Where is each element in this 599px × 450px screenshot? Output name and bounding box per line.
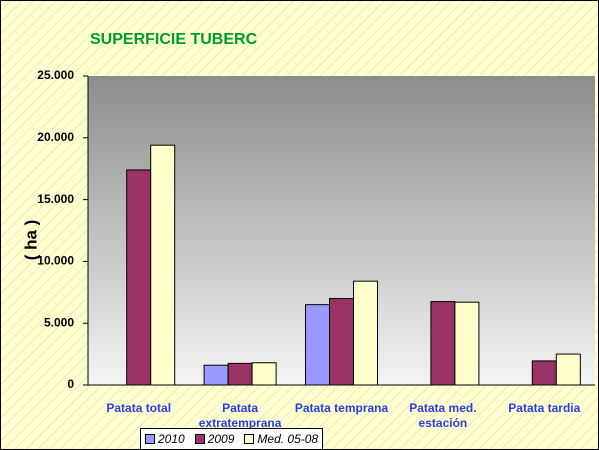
legend-swatch	[244, 434, 255, 444]
y-tick-label: 0	[67, 377, 74, 391]
bar	[150, 144, 176, 386]
y-tick-label: 10.000	[37, 254, 74, 268]
legend-label: 2009	[207, 432, 235, 446]
legend-swatch	[145, 434, 155, 444]
y-tick-label: 5.000	[44, 315, 74, 329]
x-tick-label: Patata tardia	[508, 401, 581, 415]
x-tick-label: Patata med. estación	[409, 401, 477, 430]
y-tick-label: 25.000	[37, 68, 74, 82]
bar	[126, 169, 152, 386]
bar	[329, 297, 354, 386]
bar	[531, 360, 557, 386]
bar	[305, 304, 330, 386]
legend: 2010 2009 Med. 05-08	[140, 428, 324, 450]
y-tick-label: 15.000	[37, 192, 74, 206]
x-tick-label: Patata total	[106, 401, 172, 415]
bar	[203, 364, 229, 386]
legend-label: Med. 05-08	[257, 432, 319, 446]
bar	[555, 353, 581, 386]
bar	[353, 280, 378, 386]
y-tick-label: 20.000	[37, 130, 74, 144]
y-axis-label: ( ha )	[21, 220, 40, 261]
x-tick-label: Patata temprana	[294, 401, 389, 415]
bar	[251, 362, 277, 386]
bar	[430, 301, 456, 386]
legend-label: 2010	[158, 432, 185, 446]
bar	[227, 362, 253, 386]
x-tick-label: Patata extratemprana	[198, 401, 282, 430]
legend-swatch	[194, 434, 205, 444]
bar	[454, 301, 480, 386]
chart-title: SUPERFICIE TUBERC	[90, 31, 258, 48]
